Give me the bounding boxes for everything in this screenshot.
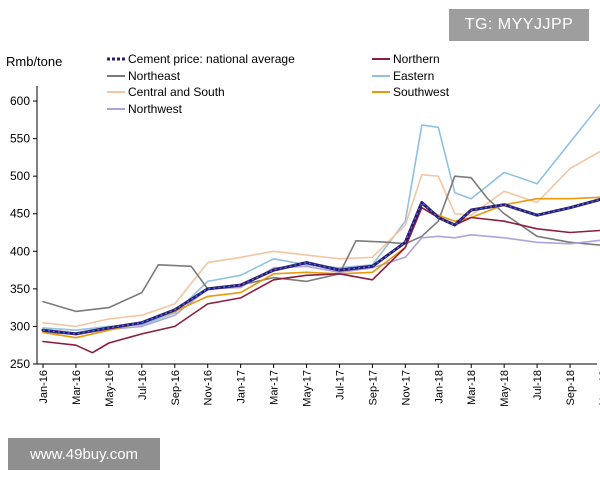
x-tick-label: May-16 bbox=[104, 370, 116, 407]
y-tick-label: 400 bbox=[10, 244, 30, 258]
axes bbox=[36, 86, 597, 365]
y-axis-label: Rmb/tone bbox=[6, 54, 62, 69]
legend-label: Eastern bbox=[393, 69, 434, 83]
series-line-northern bbox=[42, 206, 600, 354]
x-tick-label: Sep-18 bbox=[565, 370, 577, 405]
legend-label: Cement price: national average bbox=[128, 52, 295, 66]
series-line-cement-price-national-average-dash bbox=[42, 198, 600, 335]
x-tick-label: Mar-16 bbox=[71, 370, 83, 405]
legend-label: Northeast bbox=[128, 69, 181, 83]
series-line-northeast bbox=[42, 175, 600, 313]
y-tick-label: 350 bbox=[10, 282, 30, 296]
legend-label: Northern bbox=[393, 52, 440, 66]
x-tick-label: May-17 bbox=[302, 370, 314, 407]
x-tick-label: Mar-18 bbox=[466, 370, 478, 405]
legend-label: Central and South bbox=[128, 85, 225, 99]
x-tick-label: Jan-18 bbox=[433, 370, 445, 404]
tag-badge: TG: MYYJJPP bbox=[449, 9, 589, 41]
x-tick-label: Sep-17 bbox=[367, 370, 379, 405]
x-tick-label: Jul-17 bbox=[334, 370, 346, 400]
x-tick-label: Jul-18 bbox=[532, 370, 544, 400]
x-tick-label: Nov-17 bbox=[400, 370, 412, 405]
y-tick-label: 250 bbox=[10, 357, 30, 371]
series-line-southwest bbox=[42, 196, 600, 339]
y-tick-label: 300 bbox=[10, 319, 30, 333]
x-tick-label: Jan-17 bbox=[236, 370, 248, 404]
y-tick-label: 500 bbox=[10, 169, 30, 183]
legend-label: Northwest bbox=[128, 102, 183, 116]
series-line-central-and-south bbox=[42, 150, 600, 328]
series-line-northwest bbox=[42, 234, 600, 335]
x-tick-label: Sep-16 bbox=[170, 370, 182, 405]
x-tick-label: Mar-17 bbox=[269, 370, 281, 405]
x-tick-label: Jul-16 bbox=[137, 370, 149, 400]
x-tick-label: May-18 bbox=[499, 370, 511, 407]
legend-label: Southwest bbox=[393, 85, 450, 99]
x-tick-label: Nov-18 bbox=[598, 370, 600, 405]
y-tick-label: 600 bbox=[10, 94, 30, 108]
watermark: www.49buy.com bbox=[8, 438, 160, 470]
x-tick-label: Nov-16 bbox=[203, 370, 215, 405]
x-tick-label: Jan-16 bbox=[38, 370, 50, 404]
y-tick-label: 450 bbox=[10, 207, 30, 221]
y-tick-label: 550 bbox=[10, 132, 30, 146]
legend: Cement price: national average Northern No… bbox=[107, 52, 450, 116]
series-line-eastern bbox=[42, 103, 600, 331]
series-line-cement-price-national-average bbox=[41, 197, 600, 336]
